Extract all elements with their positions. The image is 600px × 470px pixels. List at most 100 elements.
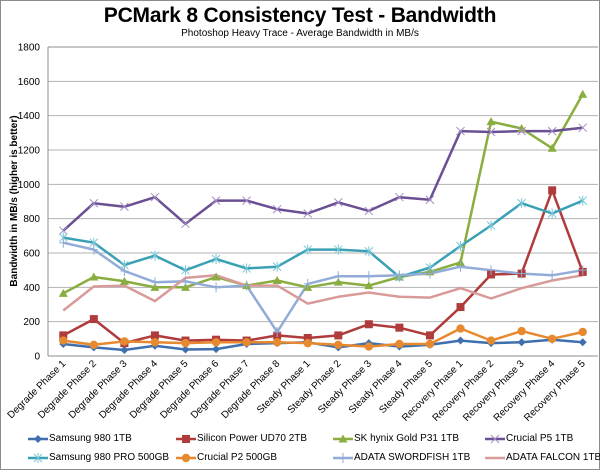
data-point [578,123,588,133]
y-tick-label: 1400 [18,111,41,122]
series-line-7 [62,274,583,312]
data-point [395,192,404,202]
data-point [181,265,190,276]
data-point [89,340,99,350]
data-point [211,196,221,205]
data-point [578,338,587,347]
data-point [425,195,435,205]
data-point [150,338,160,347]
data-point [548,270,557,281]
x-tick-label: Steady Phase 4 [347,358,405,416]
data-point [211,254,221,265]
data-point [517,326,526,336]
data-point [456,336,465,345]
data-point [120,345,129,354]
data-point [486,127,496,137]
data-point [548,186,557,195]
legend-label: Samsung 980 1TB [49,433,132,444]
data-point [333,244,343,255]
data-point [181,282,190,291]
data-point [303,244,313,255]
data-point [119,276,129,285]
data-point [486,336,496,345]
legend-label: Crucial P5 1TB [506,433,574,444]
data-point [456,303,465,312]
legend-label: Silicon Power UD70 2TB [197,433,308,444]
legend-item: ADATA SWORDFISH 1TB [333,451,470,465]
legend-swatch [176,453,196,463]
data-point [211,338,221,347]
legend-marker [33,453,43,463]
data-point [242,280,251,291]
legend-label: ADATA FALCON 1TB [506,452,600,463]
data-point [120,337,129,346]
data-point [517,124,527,133]
series-line-4 [63,199,584,279]
legend-swatch [333,453,353,463]
y-tick-label: 800 [23,214,40,225]
data-point [59,237,68,248]
data-point [486,220,496,231]
data-point [181,338,190,348]
data-point [364,320,373,329]
series-markers-1 [59,186,587,348]
data-point [242,263,251,274]
data-point [150,192,160,202]
x-tick-label: Steady Phase 3 [316,358,374,416]
data-point [89,272,99,281]
legend-item: Samsung 980 PRO 500GB [28,451,169,465]
data-point [150,331,159,340]
data-point [517,126,526,136]
y-tick-label: 0 [34,352,40,363]
data-point [181,276,190,287]
data-point [364,281,374,290]
data-point [578,89,588,98]
data-point [364,271,373,282]
data-point [425,331,434,340]
data-point [456,241,465,252]
chart-subtitle: Photoshop Heavy Trace - Average Bandwidt… [181,28,419,39]
series-markers-6 [59,237,587,337]
data-point [547,143,557,152]
legend-item: ADATA FALCON 1TB [485,451,600,465]
data-point [242,196,251,205]
legend-label: SK hynix Gold P31 1TB [354,433,460,444]
y-tick-label: 400 [23,283,40,294]
legend-marker [339,453,347,463]
legend-swatch [28,453,48,463]
legend-swatch [176,435,196,443]
data-point [547,126,557,136]
legend-swatch [28,435,48,443]
x-tick-label: Steady Phase 2 [286,358,344,416]
data-point [181,219,190,229]
series-line-5 [63,327,583,348]
series-markers-3 [58,123,588,236]
data-point [212,282,221,293]
legend-label: Crucial P2 500GB [197,452,278,463]
legend-swatch [485,456,505,460]
data-point [334,271,343,282]
data-point [150,277,159,288]
data-point [486,117,496,126]
data-point [456,261,465,272]
data-point [120,266,129,277]
data-point [487,265,496,276]
y-tick-label: 1600 [18,77,41,88]
legend-swatch [333,434,353,443]
gridlines [47,46,598,357]
data-point [395,323,404,332]
y-tick-label: 1800 [18,43,41,54]
data-point [517,338,526,347]
data-point [364,206,374,216]
y-tick-label: 200 [23,317,40,328]
data-point [303,209,313,218]
data-point [58,226,68,236]
series-line-2 [62,93,584,295]
data-point [303,338,312,348]
series-markers-5 [59,324,587,351]
data-point [212,345,221,354]
data-point [334,331,343,340]
series-line-1 [62,189,584,345]
legend-item: SK hynix Gold P31 1TB [333,432,459,446]
